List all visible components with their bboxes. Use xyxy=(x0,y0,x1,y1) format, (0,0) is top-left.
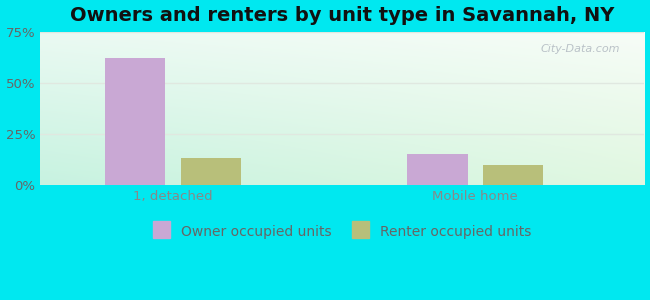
Legend: Owner occupied units, Renter occupied units: Owner occupied units, Renter occupied un… xyxy=(153,225,532,239)
Bar xyxy=(105,58,166,185)
Bar xyxy=(181,158,241,185)
Title: Owners and renters by unit type in Savannah, NY: Owners and renters by unit type in Savan… xyxy=(70,6,614,25)
Bar xyxy=(483,164,543,185)
Text: City-Data.com: City-Data.com xyxy=(541,44,620,54)
Bar xyxy=(407,154,467,185)
